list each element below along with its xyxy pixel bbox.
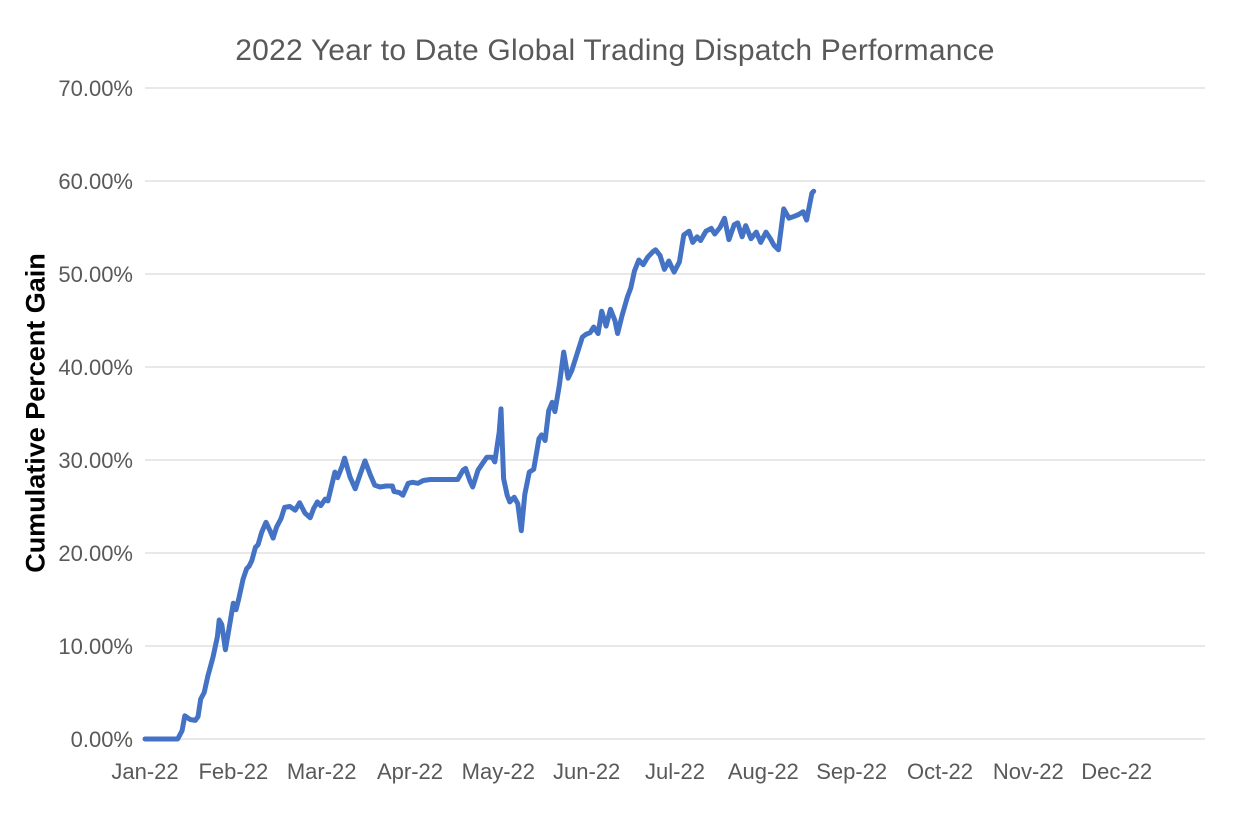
x-tick-label: Jul-22 — [645, 759, 705, 784]
y-tick-label: 10.00% — [58, 634, 133, 659]
x-tick-label: Oct-22 — [907, 759, 973, 784]
y-tick-label: 50.00% — [58, 262, 133, 287]
y-tick-label: 70.00% — [58, 76, 133, 101]
chart-title: 2022 Year to Date Global Trading Dispatc… — [235, 34, 995, 67]
y-tick-label: 60.00% — [58, 169, 133, 194]
x-tick-label: Apr-22 — [377, 759, 443, 784]
x-tick-label: May-22 — [462, 759, 535, 784]
x-tick-label: Nov-22 — [993, 759, 1064, 784]
x-tick-label: Feb-22 — [198, 759, 268, 784]
y-tick-label: 20.00% — [58, 541, 133, 566]
x-tick-label: Mar-22 — [287, 759, 357, 784]
x-tick-label: Sep-22 — [816, 759, 887, 784]
y-tick-label: 40.00% — [58, 355, 133, 380]
series-line — [142, 188, 817, 742]
x-tick-label: Jan-22 — [111, 759, 178, 784]
y-tick-label: 0.00% — [71, 727, 133, 752]
x-tick-label: Dec-22 — [1081, 759, 1152, 784]
x-tick-label: Aug-22 — [728, 759, 799, 784]
y-tick-label: 30.00% — [58, 448, 133, 473]
x-tick-label: Jun-22 — [553, 759, 620, 784]
